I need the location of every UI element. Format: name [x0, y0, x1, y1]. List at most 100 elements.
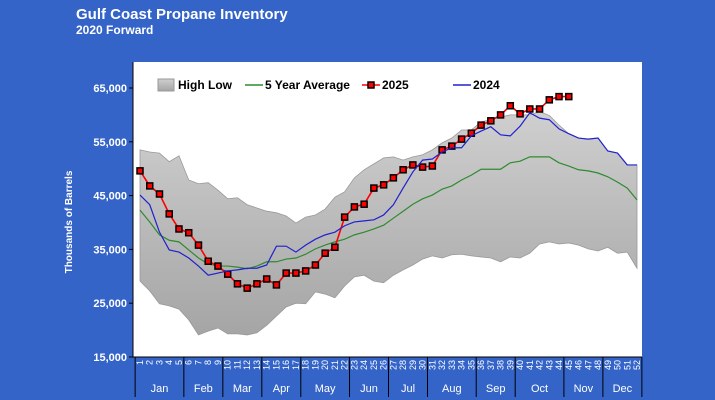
- month-label: Jan: [151, 383, 169, 395]
- x-tick-label: 4: [164, 360, 174, 365]
- x-tick-label: 25: [369, 360, 379, 370]
- data-point-2025: [428, 162, 437, 170]
- x-tick-label: 16: [281, 360, 291, 370]
- month-label: Jun: [360, 383, 378, 395]
- y-tick-label: 35,000: [93, 244, 127, 256]
- x-tick-label: 7: [193, 360, 203, 365]
- data-point-2025: [243, 284, 251, 292]
- data-point-2025: [292, 269, 300, 277]
- month-label: Feb: [194, 383, 213, 395]
- x-tick-label: 50: [613, 360, 623, 370]
- data-point-2025: [253, 280, 261, 288]
- x-tick-label: 32: [437, 360, 447, 370]
- month-label: Aug: [442, 383, 462, 395]
- x-tick-label: 45: [564, 360, 574, 370]
- month-label: Dec: [613, 383, 633, 395]
- x-tick-label: 35: [466, 360, 476, 370]
- x-tick-label: 11: [232, 360, 242, 369]
- data-point-2025: [301, 267, 310, 275]
- x-tick-label: 41: [525, 360, 535, 370]
- x-tick-label: 22: [340, 360, 350, 370]
- month-label: Nov: [574, 383, 594, 395]
- legend-label: 2024: [473, 78, 500, 92]
- legend-label: 5 Year Average: [265, 78, 350, 92]
- x-tick-label: 47: [583, 360, 593, 370]
- chart-subtitle: 2020 Forward: [76, 23, 154, 37]
- legend-swatch-high-low: [157, 78, 175, 92]
- data-point-2025: [350, 203, 359, 211]
- y-axis-label: Thousands of Barrels: [64, 170, 75, 273]
- x-tick-label: 44: [554, 360, 564, 370]
- data-point-2025: [418, 163, 427, 171]
- data-point-2025: [331, 243, 339, 251]
- data-point-2025: [184, 228, 193, 237]
- x-tick-label: 49: [603, 360, 613, 370]
- x-tick-label: 9: [213, 360, 223, 365]
- y-tick-label: 45,000: [93, 191, 127, 203]
- data-point-2025: [370, 184, 378, 192]
- data-point-2025: [155, 190, 164, 198]
- x-tick-label: 42: [535, 360, 545, 370]
- x-tick-label: 37: [486, 360, 496, 370]
- data-point-2025: [496, 111, 505, 119]
- data-point-2025: [457, 135, 466, 143]
- x-tick-label: 8: [203, 360, 213, 365]
- data-point-2025: [438, 146, 446, 154]
- x-tick-label: 30: [418, 360, 428, 370]
- x-tick-label: 43: [544, 360, 554, 370]
- data-point-2025: [379, 181, 388, 189]
- legend-swatch-marker: [367, 81, 375, 89]
- data-point-2025: [399, 166, 407, 174]
- data-point-2025: [282, 269, 290, 277]
- x-tick-label: 10: [223, 360, 233, 370]
- x-tick-label: 20: [320, 360, 330, 370]
- data-point-2025: [214, 262, 222, 270]
- data-point-2025: [175, 225, 183, 233]
- month-label: Oct: [531, 383, 548, 395]
- x-tick-label: 36: [476, 360, 486, 370]
- x-tick-label: 3: [154, 360, 164, 365]
- x-tick-label: 14: [262, 360, 272, 370]
- legend-label: 2025: [382, 78, 409, 92]
- x-tick-label: 46: [574, 360, 584, 370]
- data-point-2025: [204, 257, 212, 265]
- x-tick-label: 13: [252, 360, 262, 370]
- data-point-2025: [311, 261, 320, 269]
- x-tick-label: 24: [359, 360, 369, 370]
- series-line-5-year-average: [139, 156, 638, 270]
- data-point-2025: [506, 102, 515, 110]
- x-tick-label: 39: [505, 360, 515, 370]
- legend-label-high-low: High Low: [178, 78, 233, 92]
- data-point-2025: [516, 110, 524, 118]
- x-tick-label: 21: [330, 360, 340, 370]
- data-point-2025: [487, 117, 495, 125]
- data-point-2025: [194, 241, 203, 249]
- data-point-2025: [272, 281, 281, 289]
- data-point-2025: [535, 105, 544, 113]
- data-point-2025: [477, 121, 485, 129]
- x-tick-label: 51: [622, 360, 632, 370]
- data-point-2025: [223, 270, 232, 278]
- x-tick-label: 26: [379, 360, 389, 370]
- y-tick-label: 55,000: [93, 137, 127, 149]
- x-tick-label: 29: [408, 360, 418, 370]
- data-point-2025: [526, 105, 534, 113]
- data-point-2025: [340, 213, 349, 221]
- x-tick-label: 31: [427, 360, 437, 370]
- x-tick-label: 38: [496, 360, 506, 370]
- month-label: May: [315, 383, 336, 395]
- data-point-2025: [389, 174, 398, 182]
- x-tick-label: 52: [632, 360, 642, 370]
- x-tick-label: 19: [310, 360, 320, 370]
- x-tick-label: 27: [388, 360, 398, 370]
- x-tick-label: 33: [447, 360, 457, 370]
- data-point-2025: [262, 275, 271, 283]
- month-label: Apr: [273, 383, 290, 395]
- x-tick-label: 5: [174, 360, 184, 365]
- y-tick-label: 25,000: [93, 298, 127, 310]
- data-point-2025: [565, 92, 573, 101]
- data-point-2025: [233, 280, 242, 288]
- x-tick-label: 34: [457, 360, 467, 370]
- data-point-2025: [145, 182, 154, 190]
